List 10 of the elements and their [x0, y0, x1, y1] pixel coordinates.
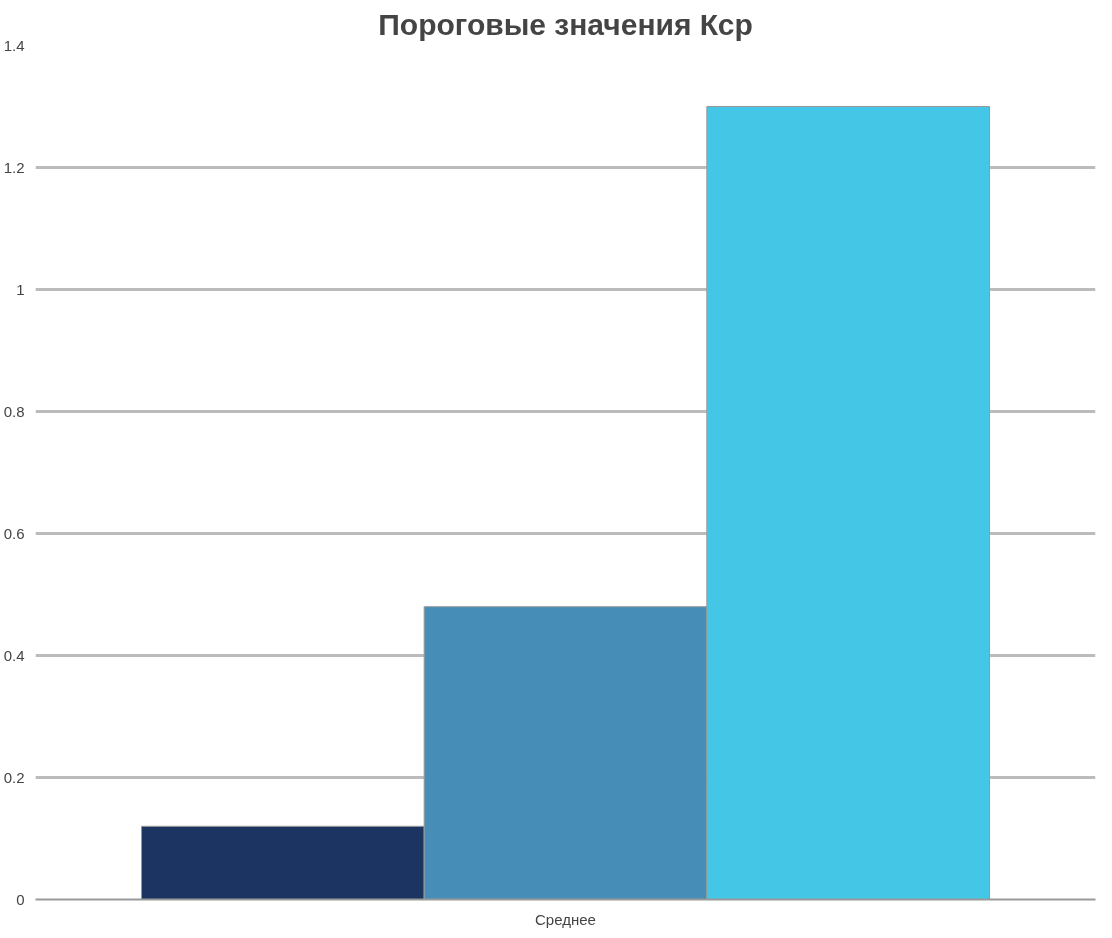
y-tick-label: 0.6: [3, 524, 25, 542]
y-tick-label: 0.8: [3, 402, 25, 420]
chart-title: Пороговые значения Кср: [378, 7, 753, 41]
y-tick-label: 1: [16, 280, 25, 298]
y-tick-label: 1.4: [3, 36, 25, 54]
y-tick-label: 0: [16, 890, 25, 908]
x-tick-label: Среднее: [535, 910, 596, 928]
y-tick-label: 0.2: [3, 768, 25, 786]
y-tick-label: 1.2: [3, 158, 25, 176]
y-tick-label: 0.4: [3, 646, 25, 664]
